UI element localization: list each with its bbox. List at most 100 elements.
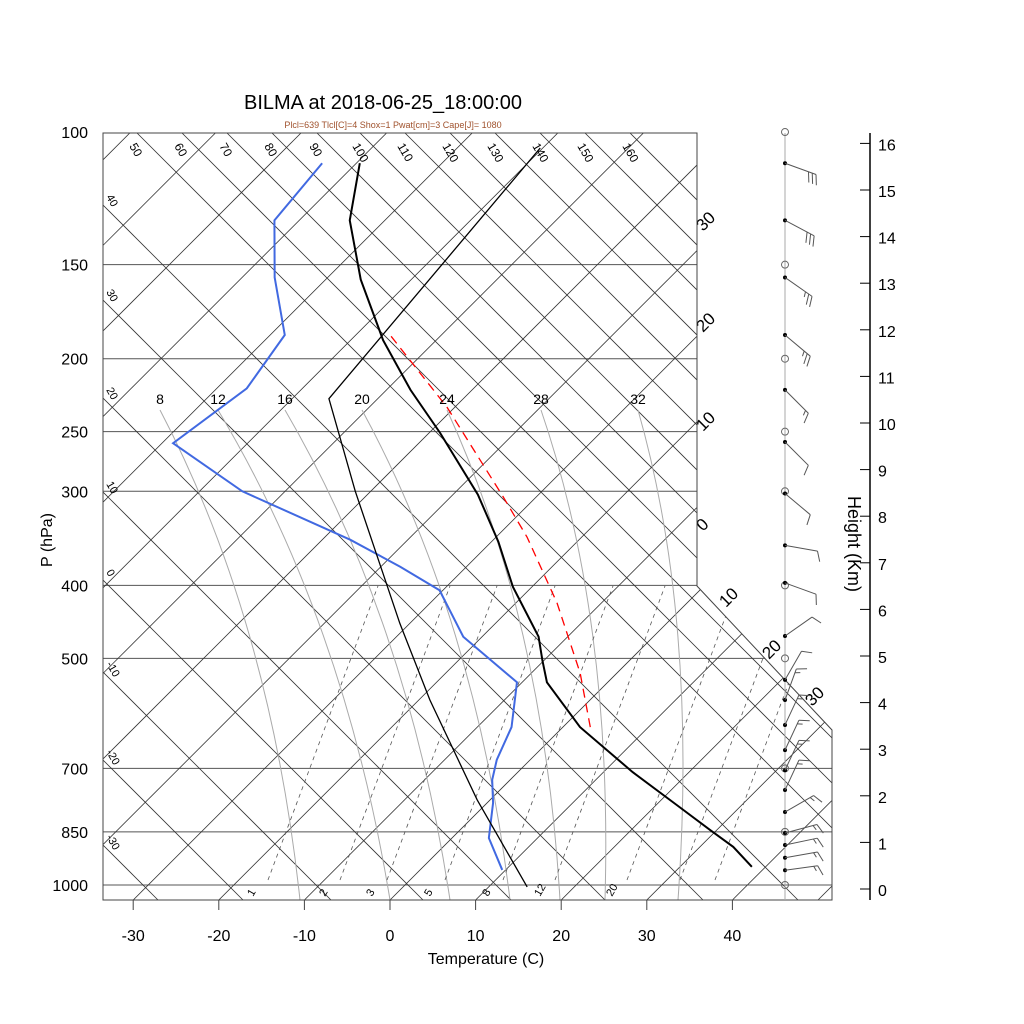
height-tick-label: 12 (878, 324, 896, 341)
isotherm-line (817, 885, 832, 900)
mixing-ratio-label: 20 (604, 882, 621, 899)
chart-subtitle: Plcl=639 Tlcl[C]=4 Shox=1 Pwat[cm]=3 Cap… (284, 120, 501, 130)
wind-barb-half-feather (809, 797, 815, 802)
x-tick-label: 0 (386, 928, 395, 945)
chart-title: BILMA at 2018-06-25_18:00:00 (244, 92, 522, 114)
pressure-tick-label: 850 (61, 825, 88, 842)
height-tick-label: 1 (878, 836, 887, 853)
wind-barb-feather (805, 293, 810, 305)
moist-adiabat-line (446, 409, 561, 900)
wind-level-circle (781, 654, 789, 663)
dry-adiabat-line (103, 491, 512, 900)
mixing-ratio-label: 12 (532, 882, 549, 899)
dry-adiabat-label: 50 (126, 141, 145, 160)
isotherm-line (103, 133, 387, 417)
mixing-ratio-line (502, 585, 614, 881)
isotherm-edge-label: 10 (692, 408, 719, 435)
wind-barb-half-feather (813, 852, 817, 858)
isotherm-edge-label: 0 (692, 515, 712, 535)
dry-adiabat-line (271, 133, 832, 694)
dry-adiabat-label: 140 (529, 141, 551, 166)
x-tick-label: 10 (467, 928, 485, 945)
mixing-ratio-label: 3 (364, 887, 377, 898)
dry-adiabat-line (629, 133, 832, 336)
moist-adiabat-label: 8 (156, 391, 164, 407)
height-tick-label: 8 (878, 510, 887, 527)
wind-barb-feather (805, 232, 808, 243)
pressure-tick-label: 300 (61, 484, 88, 501)
height-tick-label: 4 (878, 697, 887, 714)
dry-adiabat-label: 20 (103, 386, 120, 403)
moist-adiabat-label: 16 (277, 391, 293, 407)
wind-barbs (781, 128, 824, 900)
wind-barb-staff (784, 441, 809, 466)
dry-adiabat-label: 60 (171, 141, 190, 160)
dry-adiabat-label: 120 (439, 141, 461, 166)
wind-barb-staff (784, 865, 818, 871)
wind-level-circle (781, 881, 789, 889)
wind-barb-staff (784, 544, 818, 552)
isotherm-line (103, 133, 473, 503)
dry-adiabat-label: 0 (103, 568, 116, 579)
wind-barb-feather (803, 465, 809, 476)
wind-barb-staff (784, 668, 797, 701)
series-dewpoint-line (171, 162, 519, 871)
moist-adiabat-line (361, 409, 511, 900)
dry-adiabat-label: 150 (574, 141, 596, 166)
wind-barb-staff (784, 616, 813, 637)
height-tick-label: 11 (878, 370, 895, 387)
isotherm-line (389, 457, 832, 900)
wind-barb-staff (784, 759, 800, 791)
wind-barb-staff (784, 162, 817, 175)
wind-barb-feather (812, 235, 815, 247)
isotherm-line (132, 200, 832, 900)
dry-adiabat-label: -10 (103, 660, 121, 680)
moist-adiabat-label: 28 (533, 391, 549, 407)
wind-barb-half-feather (801, 350, 805, 357)
isotherm-line (646, 714, 832, 900)
wind-barb-staff (784, 219, 815, 237)
height-tick-label: 14 (878, 231, 896, 248)
wind-barb-half-feather (812, 825, 817, 831)
mixing-ratio-line (714, 585, 826, 881)
wind-barb-feather (813, 795, 823, 803)
wind-barb-feather (806, 356, 811, 367)
dry-adiabat-line (494, 133, 832, 471)
wind-barb-staff (784, 277, 813, 297)
dry-adiabat-label: 30 (103, 288, 120, 305)
wind-barb-feather (803, 353, 808, 365)
wind-barb-feather (801, 650, 813, 654)
x-axis-label: Temperature (C) (428, 951, 544, 968)
wind-barb-staff (784, 823, 818, 834)
wind-level-circle (781, 128, 789, 137)
isotherm-edge-label: 10 (715, 584, 742, 611)
moist-adiabat-line (159, 409, 301, 900)
x-tick-label: 40 (724, 928, 742, 945)
height-tick-label: 13 (878, 277, 896, 294)
dry-adiabat-line (136, 133, 832, 829)
moist-adiabat-label: 12 (210, 391, 226, 407)
dry-adiabat-label: 80 (261, 141, 280, 160)
wind-barb-feather (817, 551, 821, 562)
isotherm-line (103, 133, 644, 674)
mixing-ratio-label: 1 (245, 887, 258, 898)
wind-barb-half-feather (803, 291, 806, 298)
height-axis-label: Height (Km) (844, 496, 864, 592)
mixing-ratio-line (444, 585, 556, 881)
wind-barb-half-feather (813, 866, 817, 872)
dry-adiabat-label: 100 (349, 141, 371, 166)
height-tick-label: 7 (878, 557, 887, 574)
dry-adiabat-label: 40 (103, 193, 120, 210)
dry-adiabat-label: 90 (306, 141, 325, 160)
x-tick-label: 30 (638, 928, 656, 945)
wind-barb-staff (784, 493, 811, 516)
series-parcel-line (389, 334, 591, 728)
height-tick-label: 15 (878, 184, 896, 201)
dry-adiabat-line (103, 844, 159, 900)
wind-barb-staff (784, 837, 818, 846)
isotherm-line (475, 543, 832, 900)
wind-barb-staff (784, 694, 800, 726)
wind-barb-feather (798, 694, 810, 697)
